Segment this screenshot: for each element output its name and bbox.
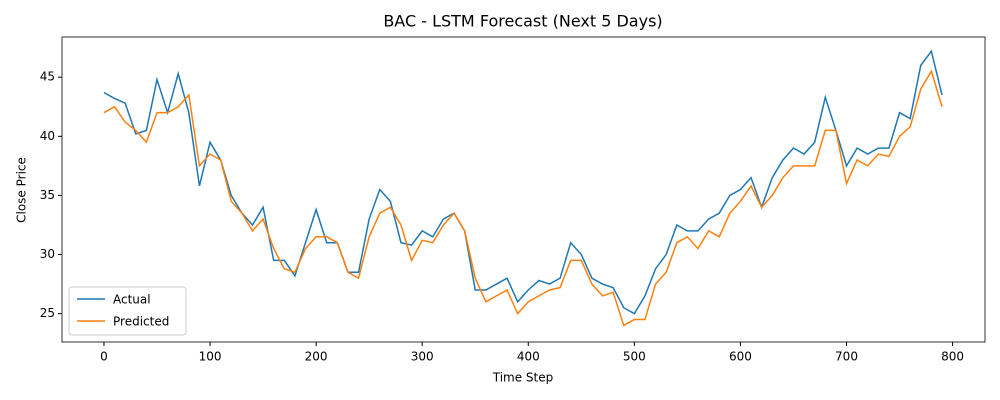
x-tick-label: 100 [199,350,222,364]
line-series [103,69,943,327]
chart-title: BAC - LSTM Forecast (Next 5 Days) [383,12,662,31]
x-tick-label: 600 [729,350,752,364]
x-tick-label: 400 [517,350,540,364]
legend-label: Actual [113,293,151,307]
x-tick-label: 800 [941,350,964,364]
y-axis-label: Close Price [15,157,29,223]
x-tick-label: 0 [100,350,108,364]
legend-label: Predicted [113,315,169,329]
y-tick-label: 30 [40,247,55,261]
x-tick-label: 200 [305,350,328,364]
y-tick-label: 40 [40,129,55,143]
y-tick-label: 35 [40,188,55,202]
x-tick-label: 500 [623,350,646,364]
x-axis-label: Time Step [492,371,554,385]
x-tick-label: 700 [835,350,858,364]
axes-frame [61,36,986,343]
x-tick-label: 300 [411,350,434,364]
y-tick-label: 25 [40,306,55,320]
y-tick-label: 45 [40,70,55,84]
